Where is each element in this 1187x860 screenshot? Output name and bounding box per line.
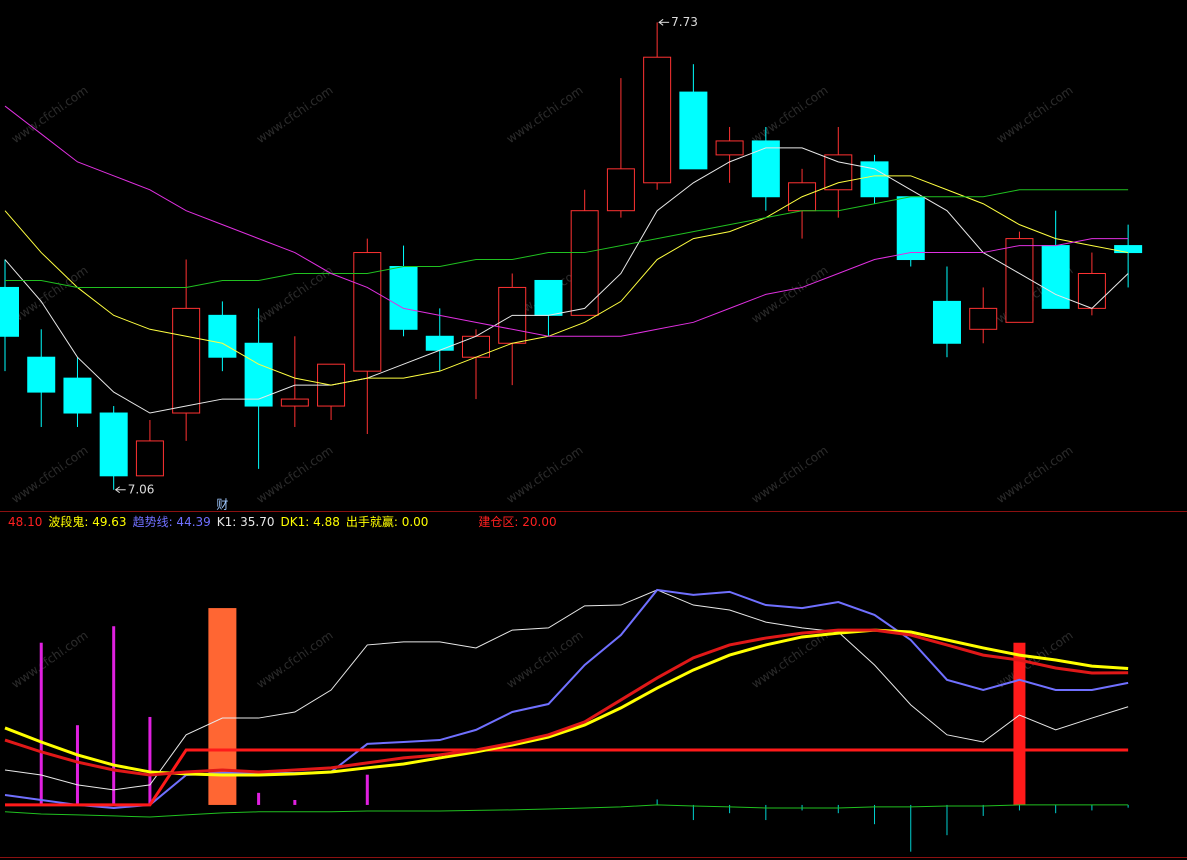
moving-average-line — [4, 105, 1129, 337]
indicator-bar — [1018, 804, 1020, 811]
legend-entry: 趋势线: 44.39 — [132, 515, 211, 529]
annotation-arrowhead — [114, 486, 120, 494]
candle-body — [570, 210, 599, 316]
candle-body — [751, 140, 780, 198]
extreme-label: 7.73 — [671, 15, 698, 29]
indicator-bar — [692, 804, 694, 821]
indicator-bar — [946, 804, 948, 836]
candle-body — [353, 252, 382, 372]
legend-entry: K1: 35.70 — [216, 515, 275, 529]
candle-body — [896, 196, 925, 261]
indicator-bar — [1055, 804, 1057, 814]
candle-body — [824, 154, 853, 191]
legend-entry: 波段鬼: 49.63 — [48, 515, 127, 529]
indicator-panel — [4, 588, 1129, 852]
candle-body — [0, 286, 19, 337]
indicator-bar — [1013, 642, 1026, 805]
price-panel: 财 7.73 7.06 — [0, 15, 1143, 512]
indicator-bar — [874, 804, 876, 825]
indicator-bar — [910, 804, 912, 852]
candle-body — [172, 307, 201, 414]
candle-body — [280, 398, 309, 407]
indicator-line — [4, 589, 1129, 791]
indicator-bar — [982, 804, 984, 816]
indicator-legend: 48.10 波段鬼: 49.63 趋势线: 44.39 K1: 35.70 DK1: 4… — [8, 513, 563, 530]
candle-body — [715, 140, 744, 156]
indicator-bar — [39, 642, 43, 805]
indicator-bar — [1091, 804, 1093, 811]
moving-average-line — [4, 147, 1129, 414]
legend-entry: DK1: 4.88 — [280, 515, 340, 529]
indicator-bar — [837, 804, 839, 814]
indicator-bar — [729, 804, 731, 814]
candle-body — [425, 335, 454, 351]
candle-body — [932, 300, 961, 344]
legend-entry: 出手就赢: 0.00 — [345, 515, 429, 529]
candle-body — [1005, 238, 1034, 323]
candle-body — [860, 161, 889, 198]
indicator-bar — [765, 804, 767, 821]
candle-body — [1114, 245, 1143, 254]
candle-body — [63, 377, 92, 414]
candle-body — [135, 440, 164, 477]
indicator-bar — [257, 792, 261, 805]
legend-entry: 48.10 — [8, 515, 43, 529]
moving-average-line — [4, 175, 1129, 386]
extreme-label: 7.06 — [128, 482, 155, 496]
candle-body — [643, 56, 672, 184]
candle-body — [27, 356, 56, 393]
indicator-line — [4, 628, 1129, 777]
legend-entry: 建仓区: 20.00 — [478, 515, 557, 529]
event-marker: 财 — [216, 498, 228, 512]
candle-body — [679, 91, 708, 170]
indicator-line — [5, 748, 1129, 807]
indicator-bar — [365, 774, 369, 805]
indicator-bar — [75, 725, 79, 805]
indicator-line — [4, 628, 1129, 777]
candle-body — [534, 279, 563, 316]
indicator-line — [4, 804, 1129, 818]
candle-body — [969, 307, 998, 330]
annotation-arrowhead — [658, 18, 664, 26]
candle-body — [1041, 245, 1070, 309]
candle-body — [244, 342, 273, 407]
candle-body — [99, 412, 128, 477]
candle-body — [208, 314, 237, 358]
indicator-bar — [293, 799, 297, 805]
moving-average-line — [5, 189, 1129, 288]
candle-body — [1077, 272, 1106, 309]
indicator-bar — [148, 716, 152, 805]
indicator-bar — [112, 626, 116, 805]
indicator-bar — [656, 799, 658, 805]
candle-body — [389, 266, 418, 330]
indicator-bar — [1127, 804, 1129, 808]
candle-body — [606, 168, 635, 212]
